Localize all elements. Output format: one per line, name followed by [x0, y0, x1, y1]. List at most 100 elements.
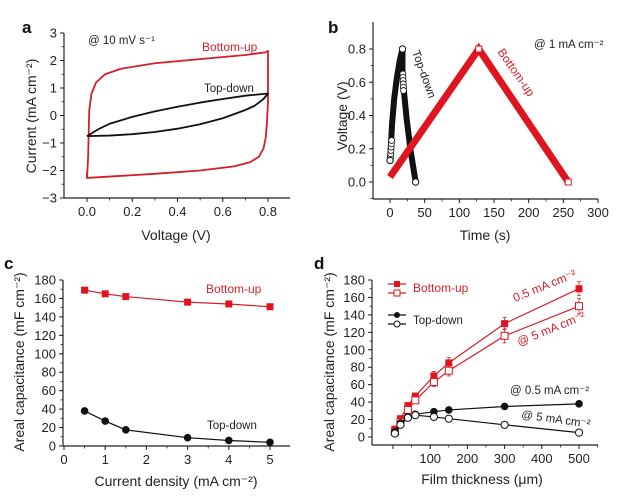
data-point — [429, 412, 439, 422]
x-tick-label: 100 — [419, 451, 441, 466]
panel-d: d Bottom-up Top-down 0.5 mA cm⁻² @ 5 mA … — [314, 254, 598, 487]
y-tick-label: 20 — [42, 420, 56, 435]
bottom-up-label: Bottom-up — [202, 40, 258, 54]
y-tick-label: 160 — [34, 291, 56, 306]
legend-label-top-down: Top-down — [413, 315, 463, 327]
legend-marker-open-circle — [393, 320, 401, 328]
top-down-label: Top-down — [204, 83, 254, 95]
current-density-annotation: @ 1 mA cm⁻² — [534, 39, 604, 51]
y-tick-label: −3 — [42, 191, 57, 206]
panel-letter-a: a — [22, 18, 32, 37]
y-axis-label: Voltage (V) — [334, 81, 350, 150]
y-tick-label: 0.0 — [348, 175, 366, 190]
x-tick-label: 0 — [60, 452, 67, 467]
top-down-label: Top-down — [409, 49, 437, 100]
x-tick-label: 0.8 — [259, 204, 277, 219]
x-tick-label: 500 — [568, 451, 590, 466]
y-axis-label: Current (mA cm⁻²) — [23, 59, 39, 174]
legend: Bottom-up Top-down — [388, 281, 469, 328]
data-point — [444, 366, 453, 375]
data-point — [403, 413, 412, 422]
gcd-marker — [388, 137, 395, 144]
y-tick-label: 60 — [351, 377, 365, 392]
data-point — [225, 436, 233, 445]
data-point — [501, 320, 509, 328]
cv-curve — [86, 92, 269, 138]
data-point — [574, 428, 584, 437]
x-tick-label: 400 — [531, 451, 553, 466]
x-tick-label: 5 — [266, 452, 273, 467]
panel-letter-d: d — [314, 254, 324, 273]
y-tick-label: 80 — [42, 365, 56, 380]
data-point — [101, 417, 109, 425]
data-point — [575, 400, 583, 408]
x-tick-label: 100 — [448, 205, 470, 220]
bottom-up-label: Bottom-up — [206, 282, 262, 296]
gcd-endpoint-marker — [386, 156, 394, 165]
y-tick-label: 0.8 — [348, 42, 366, 57]
axes: 0 1 2 3 4 5 0 20 40 60 80 100 120 140 160 180 — [34, 273, 290, 467]
y-tick-label: 140 — [343, 307, 365, 322]
y-tick-label: 0 — [50, 108, 57, 123]
x-tick-label: 200 — [518, 205, 540, 220]
data-point — [81, 286, 89, 294]
y-tick-label: 0.6 — [348, 75, 366, 90]
data-point — [183, 433, 192, 442]
data-point — [80, 407, 89, 415]
y-tick-label: 80 — [351, 360, 365, 375]
gcd-endpoint-marker — [475, 45, 483, 53]
gcd-curve — [387, 46, 419, 183]
data-point — [575, 285, 583, 293]
data-point — [266, 438, 274, 447]
y-tick-label: 1 — [50, 81, 57, 96]
y-tick-label: 2 — [50, 53, 57, 68]
data-point — [500, 420, 509, 429]
data-point — [122, 426, 130, 434]
x-tick-label: 300 — [587, 205, 609, 220]
bottom-up-label: Bottom-up — [495, 46, 538, 100]
data-point — [430, 372, 438, 380]
panel-letter-c: c — [4, 254, 13, 273]
axes: 100 200 300 400 500 0 20 40 60 80 100 120 140 160 180 — [343, 273, 598, 466]
panel-c: c Bottom-up Top-down Current density (mA… — [4, 254, 290, 489]
data-point — [500, 402, 509, 411]
cv-curve — [86, 49, 269, 179]
x-tick-label: 200 — [457, 451, 479, 466]
y-tick-label: 120 — [34, 328, 56, 343]
x-tick-label: 1 — [102, 452, 109, 467]
y-tick-label: 0.4 — [348, 108, 366, 123]
data-point — [403, 405, 412, 414]
data-point — [390, 429, 399, 438]
y-tick-label: −2 — [42, 163, 57, 178]
legend-label-bottom-up: Bottom-up — [413, 281, 469, 295]
y-tick-label: 180 — [34, 273, 56, 288]
data-point — [266, 303, 274, 311]
panel-letter-b: b — [328, 18, 338, 37]
data-point — [101, 290, 109, 298]
axes: 0 50 100 150 200 250 300 0.0 0.2 0.4 0.6 0.8 — [348, 22, 609, 220]
top-down-label: Top-down — [207, 420, 257, 432]
data-point — [445, 406, 453, 414]
series-bottom-up — [81, 286, 274, 311]
bu-05-annotation: 0.5 mA cm⁻² — [511, 267, 578, 305]
scan-rate-annotation: @ 10 mV s⁻¹ — [88, 35, 155, 47]
legend-entry-bottom-up: Bottom-up — [388, 281, 469, 297]
data-point — [122, 293, 130, 301]
series-bottom-up — [387, 42, 572, 186]
gcd-endpoint-marker — [411, 178, 420, 186]
series-top-down — [80, 407, 274, 447]
y-tick-label: −1 — [42, 136, 57, 151]
bu-5-annotation: @ 5 mA cm⁻² — [515, 309, 587, 349]
data-point — [429, 378, 438, 387]
legend-marker-filled-circle — [394, 312, 400, 318]
data-point — [404, 402, 412, 410]
gcd-endpoint-marker — [564, 178, 572, 186]
series-top-down-5-ma-cm- — [390, 411, 584, 438]
x-tick-label: 4 — [225, 452, 232, 467]
legend-marker-filled-square — [394, 281, 400, 287]
x-tick-label: 0 — [386, 205, 393, 220]
series-line — [84, 410, 271, 443]
data-point — [411, 411, 420, 420]
x-tick-label: 150 — [483, 205, 505, 220]
